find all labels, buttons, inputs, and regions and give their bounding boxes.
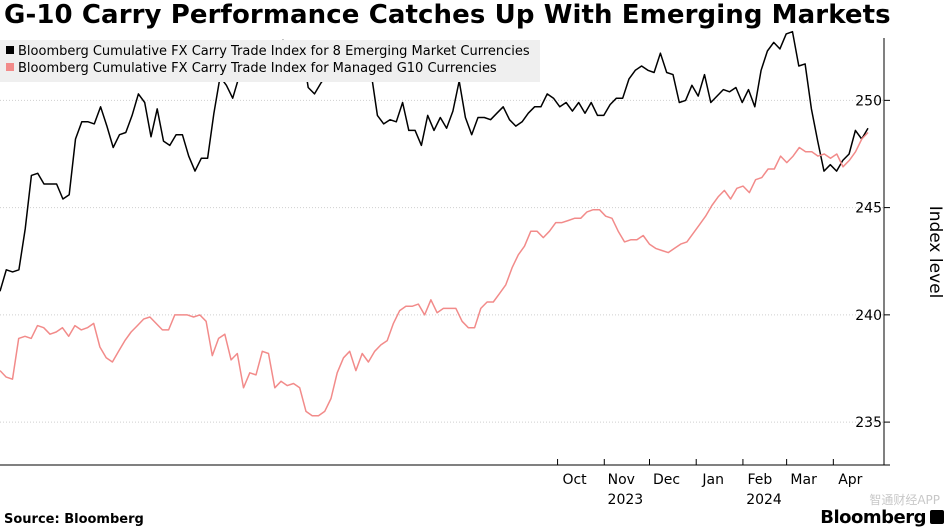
legend-label-em: Bloomberg Cumulative FX Carry Trade Inde… — [18, 44, 530, 59]
y-tick-label-250: 250 — [855, 93, 882, 109]
brand-icon — [930, 510, 944, 524]
legend-swatch-g10 — [6, 63, 14, 71]
legend-entry-g10: Bloomberg Cumulative FX Carry Trade Inde… — [6, 61, 497, 79]
x-tick-label-1: Nov — [608, 472, 635, 488]
chart-title: G-10 Carry Performance Catches Up With E… — [4, 0, 891, 30]
x-axis: Oct Nov Dec Jan Feb Mar Apr 2023 2024 — [0, 459, 890, 508]
x-tick-label-2: Dec — [653, 472, 680, 488]
y-tick-label-240: 240 — [855, 308, 882, 324]
legend-label-g10: Bloomberg Cumulative FX Carry Trade Inde… — [18, 61, 497, 76]
legend: Bloomberg Cumulative FX Carry Trade Inde… — [0, 40, 540, 82]
source-note: Source: Bloomberg — [4, 512, 144, 527]
gridlines — [0, 99, 884, 423]
y-axis-title: Index level — [925, 206, 945, 299]
legend-entry-em: Bloomberg Cumulative FX Carry Trade Inde… — [6, 44, 530, 62]
series-line-g10 — [0, 131, 869, 417]
legend-swatch-em — [6, 46, 14, 54]
y-axis: 235 240 245 250 Index level — [855, 38, 945, 465]
x-tick-label-4: Feb — [748, 472, 773, 488]
x-tick-label-3: Jan — [701, 472, 724, 488]
x-tick-label-5: Mar — [790, 472, 817, 488]
brand-logo: Bloomberg — [820, 507, 926, 528]
series-line-em — [0, 30, 869, 292]
x-tick-label-6: Apr — [838, 472, 862, 488]
year-label-0: 2023 — [608, 492, 644, 508]
series-lines — [0, 30, 869, 417]
watermark: 智通财经APP — [869, 493, 940, 507]
x-tick-label-0: Oct — [562, 472, 587, 488]
y-tick-label-245: 245 — [855, 201, 882, 217]
year-label-1: 2024 — [746, 492, 782, 508]
y-tick-label-235: 235 — [855, 415, 882, 431]
